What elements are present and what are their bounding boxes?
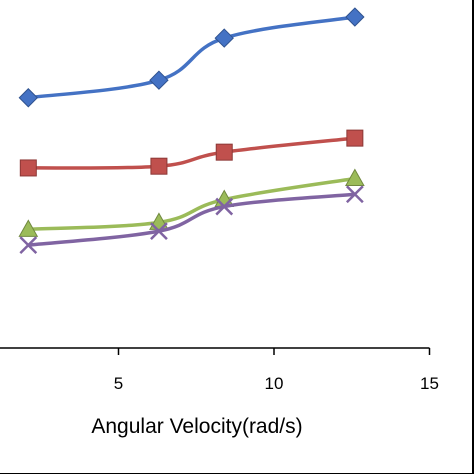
series-2	[19, 129, 364, 177]
data-point-x	[19, 236, 38, 255]
x-axis: 5 10 15	[0, 347, 439, 393]
x-tick-label: 5	[114, 374, 123, 393]
data-point-square	[215, 143, 233, 161]
data-point-diamond	[345, 7, 365, 27]
x-axis-label: Angular Velocity(rad/s)	[91, 415, 302, 438]
data-point-triangle	[345, 168, 365, 186]
data-point-diamond	[214, 28, 234, 48]
series-4	[19, 185, 364, 255]
series-line	[28, 192, 356, 247]
data-point-x	[215, 197, 234, 216]
data-point-square	[150, 157, 168, 175]
series-line	[28, 136, 356, 170]
data-point-square	[19, 159, 37, 177]
data-point-triangle	[18, 219, 39, 237]
series-group	[18, 7, 365, 255]
x-tick-label: 15	[420, 374, 439, 393]
series-1	[18, 7, 365, 108]
data-point-diamond	[149, 70, 169, 90]
series-line	[28, 15, 356, 100]
x-tick-label: 10	[265, 374, 284, 393]
data-point-square	[346, 129, 364, 147]
series-line	[28, 176, 356, 232]
data-point-diamond	[18, 88, 39, 108]
data-point-x	[345, 185, 364, 204]
data-point-x	[150, 222, 168, 241]
